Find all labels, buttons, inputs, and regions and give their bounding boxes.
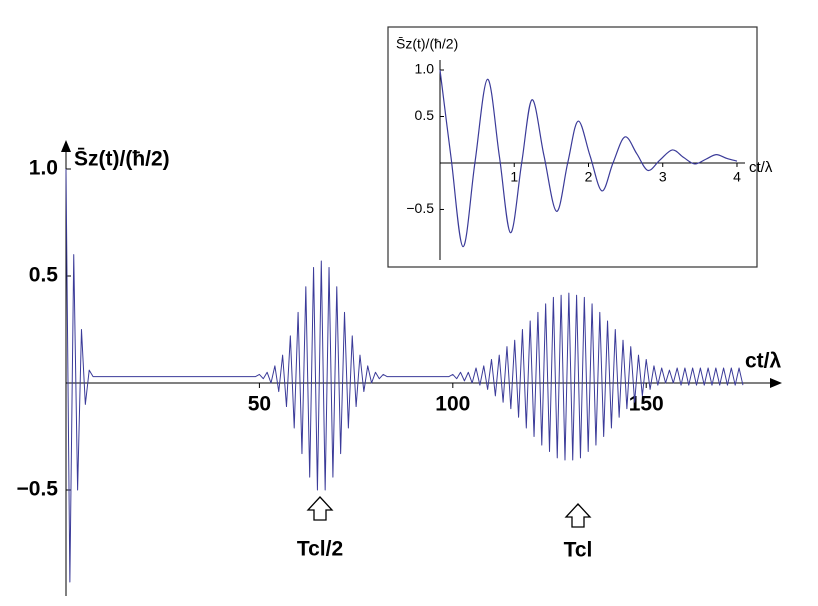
inset-frame [387,26,758,268]
x-tick-label: 3 [659,169,667,185]
annotation: Tcl [564,539,593,562]
annotation-arrow [564,503,592,528]
y-tick-label: 0.5 [29,264,59,287]
x-tick-label: 50 [248,393,271,416]
x-tick-label: 1 [510,169,518,185]
y-tick-label: −0.5 [406,200,434,216]
x-tick-label: 4 [733,169,741,185]
x-axis-label: ct/λ [745,350,782,373]
data-line [439,69,738,248]
y-tick-label: 1.0 [415,61,435,77]
y-tick-label: 1.0 [29,157,58,180]
x-axis-arrow [770,378,782,388]
inset-y-axis-label: S̄z(t)/(ħ/2) [396,36,458,52]
annotation: Tcl/2 [297,538,343,561]
inset-x-axis-label: ct/λ [749,159,773,176]
x-tick-label: 100 [435,393,470,416]
y-axis-arrow [61,140,71,152]
data-line [65,168,744,583]
y-tick-label: −0.5 [17,478,59,501]
y-tick-label: 0.5 [415,107,435,123]
x-tick-label: 2 [585,169,593,185]
y-axis-label: S̄z(t)/(ħ/2) [74,148,170,171]
annotation-arrow [306,496,334,521]
x-tick-label: 150 [629,393,664,416]
